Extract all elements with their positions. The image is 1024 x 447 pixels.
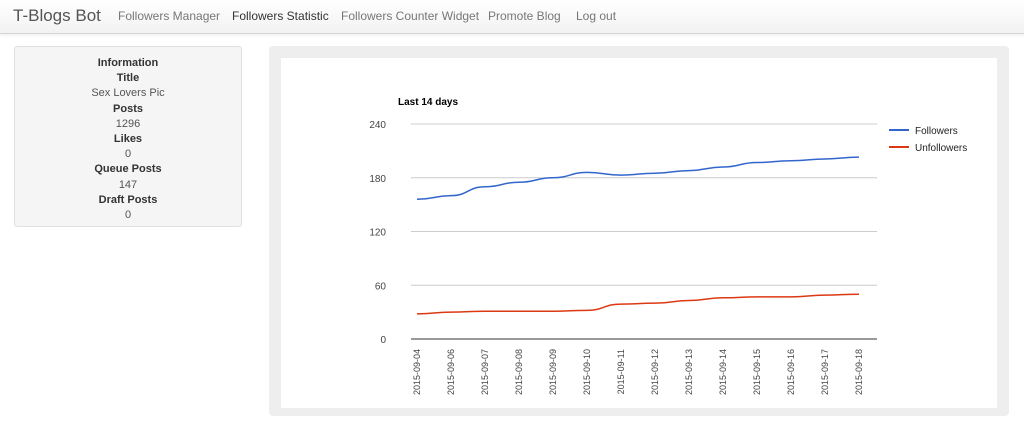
x-tick-label: 2015-09-08 bbox=[514, 349, 524, 395]
series-line-followers bbox=[416, 156, 860, 200]
queue-posts-label: Queue Posts bbox=[94, 163, 162, 176]
chart-area: Last 14 days 0 60 120 180 240 2015-09-04 2015… bbox=[281, 58, 997, 408]
y-tick-label: 0 bbox=[380, 335, 386, 346]
x-tick-label: 2015-09-10 bbox=[582, 349, 592, 395]
x-tick-label: 2015-09-09 bbox=[548, 349, 558, 395]
draft-posts-label: Draft Posts bbox=[98, 193, 158, 206]
navbar: T-Blogs Bot Followers Manager Followers … bbox=[0, 0, 1024, 34]
nav-promote-blog[interactable]: Promote Blog bbox=[488, 9, 561, 23]
information-heading: Information bbox=[97, 57, 159, 69]
draft-posts-value: 0 bbox=[124, 208, 132, 221]
posts-value: 1296 bbox=[115, 117, 141, 130]
x-tick-label: 2015-09-11 bbox=[616, 349, 626, 394]
x-tick-label: 2015-09-12 bbox=[650, 349, 660, 395]
title-label: Title bbox=[116, 72, 140, 85]
x-tick-label: 2015-09-14 bbox=[718, 349, 728, 395]
queue-posts-value: 147 bbox=[118, 178, 138, 191]
x-tick-label: 2015-09-04 bbox=[412, 349, 422, 395]
likes-label: Likes bbox=[113, 132, 143, 145]
title-value: Sex Lovers Pic bbox=[91, 87, 165, 100]
chart-grid bbox=[411, 123, 877, 340]
x-tick-label: 2015-09-06 bbox=[446, 349, 456, 395]
x-tick-label: 2015-09-13 bbox=[684, 349, 694, 395]
x-tick-label: 2015-09-17 bbox=[820, 349, 830, 395]
legend-label: Followers bbox=[915, 126, 958, 137]
x-axis-ticks: 2015-09-04 2015-09-06 2015-09-07 2015-09-08… bbox=[412, 349, 864, 395]
likes-value: 0 bbox=[124, 148, 132, 161]
y-tick-label: 180 bbox=[369, 174, 386, 185]
posts-label: Posts bbox=[113, 102, 143, 115]
chart-container: Last 14 days 0 60 120 180 240 2015-09-04 2015… bbox=[269, 46, 1009, 416]
x-tick-label: 2015-09-16 bbox=[786, 349, 796, 395]
nav-log-out[interactable]: Log out bbox=[576, 9, 617, 23]
nav-followers-manager[interactable]: Followers Manager bbox=[118, 9, 221, 23]
y-tick-label: 240 bbox=[369, 120, 386, 131]
x-tick-label: 2015-09-07 bbox=[480, 349, 490, 395]
chart-series bbox=[416, 156, 860, 315]
nav-followers-counter-widget[interactable]: Followers Counter Widget bbox=[341, 9, 480, 23]
series-line-unfollowers bbox=[416, 293, 860, 315]
brand-logo[interactable]: T-Blogs Bot bbox=[13, 6, 101, 25]
legend-label: Unfollowers bbox=[915, 143, 967, 154]
y-axis-ticks: 0 60 120 180 240 bbox=[369, 120, 386, 346]
information-panel: Information Title Sex Lovers Pic Posts 1… bbox=[14, 46, 242, 227]
y-tick-label: 120 bbox=[369, 228, 386, 239]
x-tick-label: 2015-09-15 bbox=[752, 349, 762, 395]
y-tick-label: 60 bbox=[375, 281, 387, 292]
x-tick-label: 2015-09-18 bbox=[854, 349, 864, 395]
chart-legend: Followers Unfollowers bbox=[889, 126, 967, 154]
chart-title: Last 14 days bbox=[398, 97, 458, 108]
nav-followers-statistic[interactable]: Followers Statistic bbox=[232, 9, 329, 23]
